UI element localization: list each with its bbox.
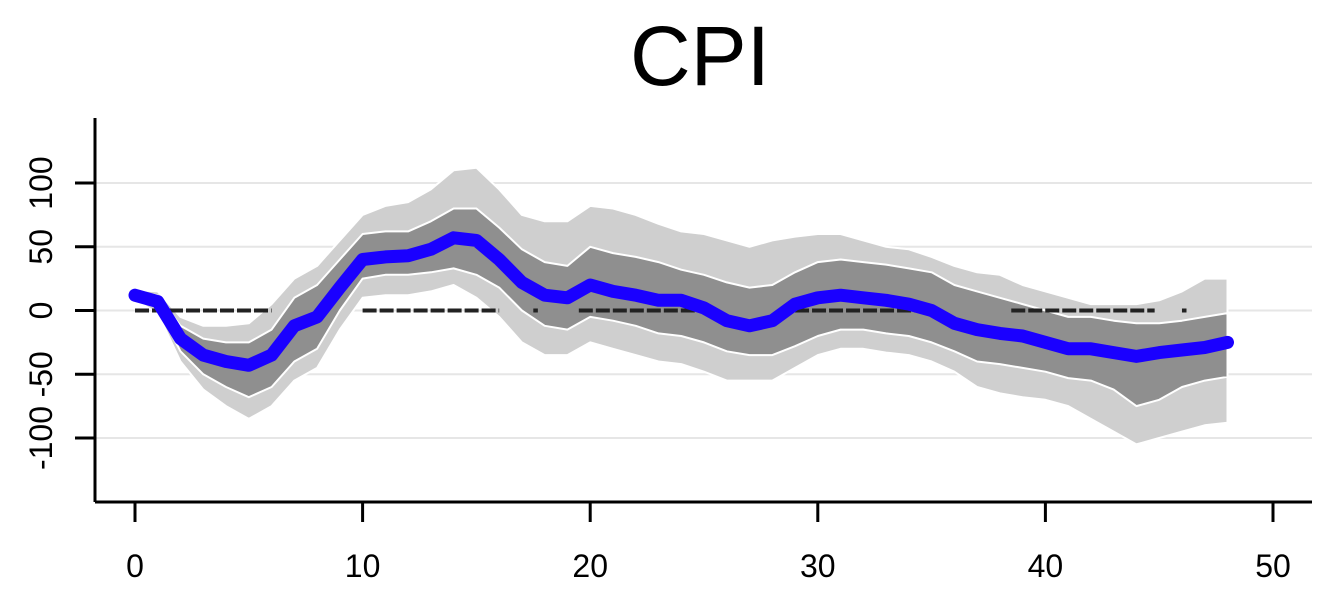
x-tick-label: 10 [345,548,381,584]
cpi-response-line [128,231,1234,372]
y-axis-ticks: -100 -50 0 50 100 [23,156,95,470]
y-tick-label: 50 [23,229,59,265]
series-lines [128,231,1234,372]
y-tick-label: -100 [23,406,59,470]
x-tick-label: 50 [1255,548,1291,584]
x-tick-label: 0 [126,548,144,584]
chart-title: CPI [630,9,770,103]
x-tick-label: 40 [1028,548,1064,584]
y-tick-label: -50 [23,351,59,397]
y-tick-label: 100 [23,156,59,209]
x-tick-label: 20 [572,548,608,584]
x-tick-label: 30 [800,548,836,584]
x-axis-ticks: 0 10 20 30 40 50 [126,502,1291,584]
y-tick-label: 0 [23,302,59,320]
